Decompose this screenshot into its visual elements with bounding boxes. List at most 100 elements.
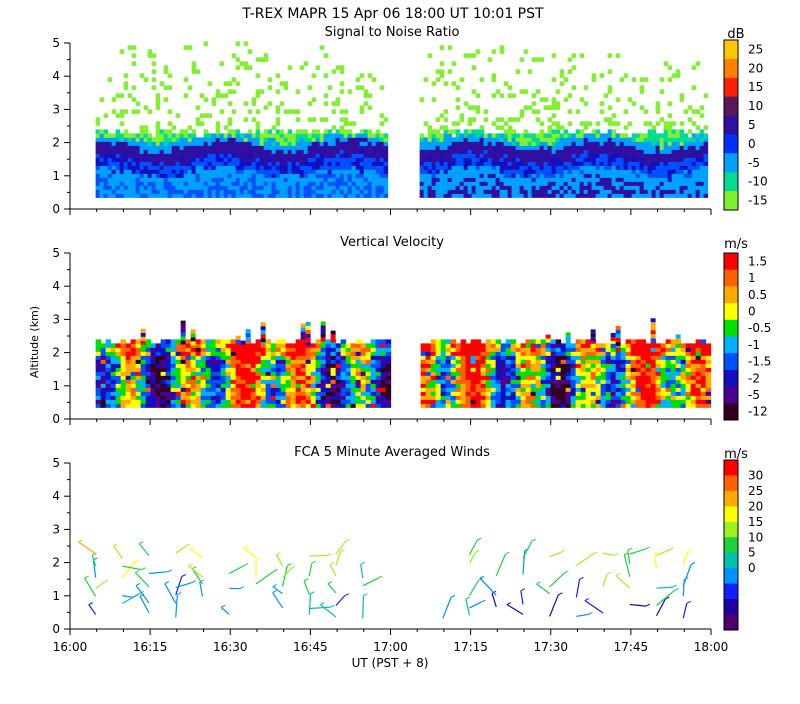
vv-cell bbox=[321, 329, 326, 333]
snr-cell bbox=[612, 141, 617, 146]
snr-cell bbox=[212, 173, 217, 178]
vv-cell bbox=[576, 391, 582, 396]
vv-cell bbox=[511, 351, 517, 356]
vv-cell bbox=[571, 375, 577, 380]
vv-cell bbox=[246, 355, 252, 360]
vv-cell bbox=[541, 399, 547, 404]
vv-cell bbox=[551, 371, 557, 376]
snr-cell bbox=[700, 157, 705, 162]
vv-cell bbox=[216, 387, 222, 392]
snr-cell bbox=[272, 165, 277, 170]
snr-cell bbox=[492, 153, 497, 158]
vv-cell bbox=[556, 383, 562, 388]
vv-cell bbox=[251, 367, 257, 372]
wind-barb bbox=[140, 596, 149, 613]
vv-cell bbox=[221, 387, 227, 392]
snr-cell bbox=[332, 109, 337, 114]
snr-cell bbox=[684, 109, 689, 114]
snr-cell bbox=[432, 189, 437, 194]
snr-cell bbox=[436, 169, 441, 174]
vv-cell bbox=[196, 371, 202, 376]
snr-cell bbox=[308, 137, 313, 142]
snr-cell bbox=[192, 65, 197, 70]
snr-title: Signal to Noise Ratio bbox=[325, 25, 460, 40]
snr-cell bbox=[652, 125, 657, 130]
snr-cell bbox=[204, 177, 209, 182]
snr-cell bbox=[364, 173, 369, 178]
vv-cell bbox=[616, 351, 622, 356]
snr-cell bbox=[420, 193, 425, 198]
snr-cell bbox=[156, 145, 161, 150]
vv-cell bbox=[146, 359, 152, 364]
snr-cell bbox=[160, 173, 165, 178]
snr-cell bbox=[632, 173, 637, 178]
vv-cell bbox=[551, 375, 557, 380]
vv-cell bbox=[246, 329, 251, 333]
vv-cell bbox=[546, 355, 552, 360]
snr-cell bbox=[532, 169, 537, 174]
snr-cell bbox=[336, 129, 341, 134]
snr-cell bbox=[624, 193, 629, 198]
snr-cell bbox=[168, 73, 173, 78]
vv-cell bbox=[551, 347, 557, 352]
vv-cell bbox=[156, 379, 162, 384]
snr-cell bbox=[128, 145, 133, 150]
snr-cell bbox=[512, 189, 517, 194]
wind-barb-tick bbox=[142, 568, 146, 570]
vv-cell bbox=[651, 399, 657, 404]
snr-cell bbox=[632, 77, 637, 82]
vv-cell bbox=[641, 343, 647, 348]
snr-cell bbox=[364, 185, 369, 190]
vv-cell bbox=[356, 359, 362, 364]
snr-cell bbox=[656, 169, 661, 174]
snr-cell bbox=[276, 177, 281, 182]
snr-cell bbox=[680, 141, 685, 146]
vv-cell bbox=[326, 387, 332, 392]
snr-cell bbox=[420, 133, 425, 138]
vv-cell bbox=[111, 403, 117, 408]
vv-cell bbox=[421, 351, 427, 356]
snr-cell bbox=[256, 161, 261, 166]
snr-cell bbox=[376, 161, 381, 166]
vv-cell bbox=[351, 391, 357, 396]
snr-cell bbox=[276, 165, 281, 170]
vv-cell bbox=[321, 375, 327, 380]
snr-cell bbox=[568, 145, 573, 150]
snr-cell bbox=[468, 181, 473, 186]
vv-cell bbox=[211, 347, 217, 352]
vv-cell bbox=[561, 403, 567, 408]
vv-cell bbox=[426, 375, 432, 380]
snr-cell bbox=[644, 153, 649, 158]
snr-cell bbox=[692, 145, 697, 150]
vv-cell bbox=[476, 403, 482, 408]
wind-barb-tick bbox=[78, 540, 82, 542]
vv-cell bbox=[141, 329, 146, 333]
vv-cell bbox=[146, 403, 152, 408]
snr-cell bbox=[100, 157, 105, 162]
vv-cell bbox=[256, 359, 262, 364]
vv-cell bbox=[571, 355, 577, 360]
snr-cell bbox=[504, 121, 509, 126]
snr-cell bbox=[116, 193, 121, 198]
vv-cell bbox=[171, 391, 177, 396]
snr-cell bbox=[636, 161, 641, 166]
vv-cell bbox=[276, 383, 282, 388]
vv-cell bbox=[656, 379, 662, 384]
snr-cell bbox=[476, 109, 481, 114]
snr-cell bbox=[424, 173, 429, 178]
vv-cell bbox=[631, 351, 637, 356]
vv-cell bbox=[511, 383, 517, 388]
snr-cell bbox=[592, 77, 597, 82]
snr-cell bbox=[120, 169, 125, 174]
snr-cell bbox=[508, 133, 513, 138]
vv-cell bbox=[671, 399, 677, 404]
snr-cell bbox=[468, 177, 473, 182]
vv-cell bbox=[321, 337, 326, 341]
vv-cell bbox=[471, 371, 477, 376]
snr-cell bbox=[420, 145, 425, 150]
vv-cell bbox=[616, 383, 622, 388]
snr-cell bbox=[272, 161, 277, 166]
snr-cell bbox=[196, 141, 201, 146]
snr-cell bbox=[472, 141, 477, 146]
vv-cell bbox=[386, 343, 392, 348]
